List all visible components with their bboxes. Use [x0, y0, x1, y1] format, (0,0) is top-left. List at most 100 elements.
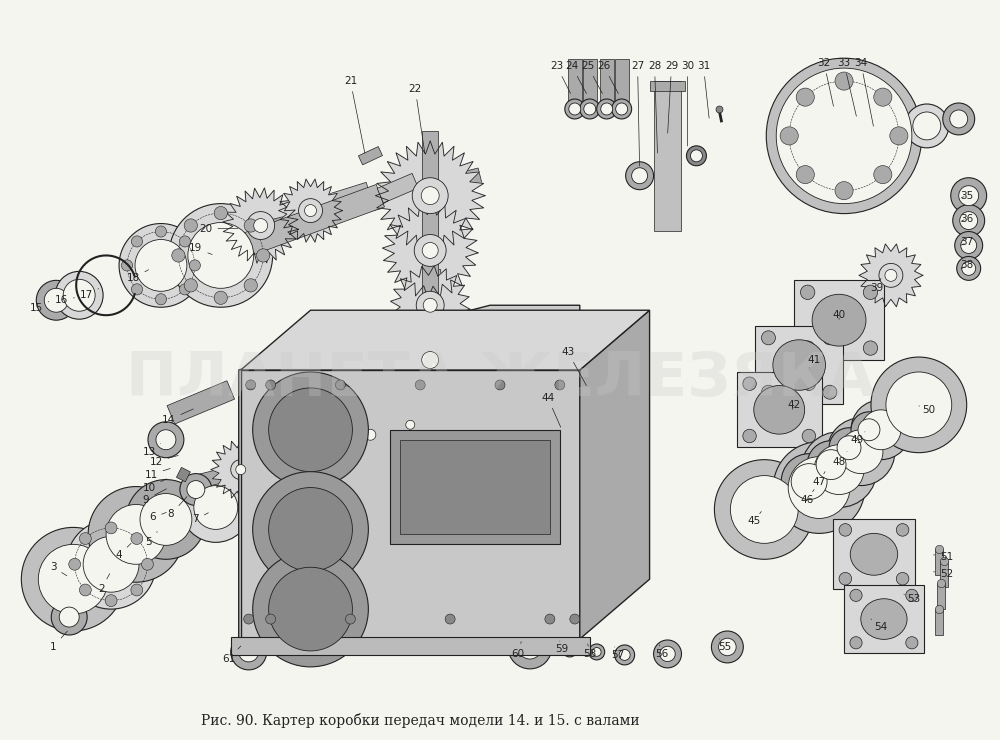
Circle shape	[269, 388, 352, 471]
Circle shape	[169, 204, 273, 307]
Text: 49: 49	[850, 431, 865, 445]
Circle shape	[88, 487, 184, 582]
Circle shape	[254, 218, 268, 232]
Text: 46: 46	[801, 490, 814, 505]
Circle shape	[21, 528, 125, 631]
Circle shape	[589, 644, 605, 660]
Circle shape	[906, 589, 918, 602]
Bar	[231, 637, 590, 655]
Circle shape	[131, 584, 143, 596]
Circle shape	[187, 480, 205, 499]
Circle shape	[244, 614, 254, 624]
Polygon shape	[420, 209, 440, 238]
Circle shape	[269, 568, 352, 651]
Circle shape	[791, 464, 827, 500]
Circle shape	[266, 380, 276, 390]
Text: 5: 5	[146, 531, 157, 548]
Circle shape	[823, 331, 837, 345]
Text: 16: 16	[55, 295, 74, 306]
Text: 44: 44	[541, 393, 561, 427]
Text: 34: 34	[854, 58, 873, 127]
Text: 14: 14	[162, 409, 193, 425]
Circle shape	[890, 127, 908, 145]
Circle shape	[119, 223, 203, 307]
Polygon shape	[650, 81, 685, 91]
Circle shape	[773, 442, 865, 534]
Circle shape	[565, 99, 585, 119]
Circle shape	[179, 236, 191, 247]
Circle shape	[766, 58, 922, 214]
Circle shape	[423, 298, 437, 312]
Circle shape	[244, 219, 257, 232]
Polygon shape	[239, 305, 580, 639]
Circle shape	[422, 243, 438, 258]
Polygon shape	[384, 399, 436, 451]
Circle shape	[896, 573, 909, 585]
Text: Рис. 90. Картер коробки передач модели 14. и 15. с валами: Рис. 90. Картер коробки передач модели 1…	[201, 713, 640, 728]
Circle shape	[83, 536, 139, 592]
Polygon shape	[286, 182, 375, 234]
Circle shape	[416, 292, 444, 319]
Circle shape	[885, 269, 897, 281]
Circle shape	[253, 551, 368, 667]
Circle shape	[837, 436, 861, 460]
Text: 24: 24	[565, 61, 586, 93]
Circle shape	[780, 127, 798, 145]
Circle shape	[802, 429, 816, 443]
Circle shape	[776, 68, 912, 204]
Circle shape	[572, 362, 628, 418]
Text: ПЛАНЕТА ЖЕЛЕЗЯКА: ПЛАНЕТА ЖЕЛЕЗЯКА	[126, 351, 874, 409]
Circle shape	[962, 261, 976, 275]
Circle shape	[543, 398, 607, 462]
Polygon shape	[259, 168, 482, 238]
Circle shape	[59, 607, 79, 627]
Circle shape	[285, 448, 297, 461]
Text: 9: 9	[143, 489, 166, 505]
Circle shape	[839, 524, 852, 536]
Circle shape	[823, 386, 837, 399]
Polygon shape	[184, 413, 452, 491]
Circle shape	[239, 642, 259, 662]
Polygon shape	[600, 59, 614, 101]
Circle shape	[761, 331, 775, 345]
Circle shape	[508, 625, 552, 669]
Circle shape	[913, 112, 941, 140]
Circle shape	[730, 476, 798, 543]
Bar	[358, 147, 382, 165]
Circle shape	[555, 380, 565, 390]
Circle shape	[359, 424, 381, 445]
Circle shape	[816, 450, 846, 480]
Text: 58: 58	[583, 644, 596, 659]
Circle shape	[66, 519, 156, 609]
Text: 41: 41	[808, 355, 821, 368]
Text: 33: 33	[837, 58, 856, 116]
Circle shape	[269, 488, 352, 571]
Circle shape	[829, 428, 869, 468]
Circle shape	[839, 573, 852, 585]
Text: 38: 38	[960, 260, 973, 270]
Polygon shape	[256, 420, 325, 489]
Polygon shape	[935, 549, 943, 575]
Circle shape	[874, 166, 892, 184]
Polygon shape	[420, 330, 440, 335]
Circle shape	[126, 480, 206, 559]
Circle shape	[79, 584, 91, 596]
Circle shape	[896, 524, 909, 536]
Circle shape	[801, 431, 877, 508]
Text: 17: 17	[80, 289, 99, 300]
Circle shape	[953, 205, 985, 237]
Circle shape	[305, 205, 317, 217]
Text: 53: 53	[904, 594, 920, 604]
Circle shape	[959, 186, 979, 206]
Polygon shape	[935, 609, 943, 635]
Circle shape	[835, 181, 853, 200]
Circle shape	[863, 285, 878, 300]
Text: 45: 45	[748, 511, 761, 526]
Circle shape	[518, 635, 542, 659]
Circle shape	[615, 645, 635, 665]
Text: 40: 40	[832, 310, 846, 320]
Circle shape	[79, 533, 91, 545]
Circle shape	[743, 377, 756, 391]
Circle shape	[951, 178, 987, 214]
Text: 4: 4	[116, 543, 131, 560]
